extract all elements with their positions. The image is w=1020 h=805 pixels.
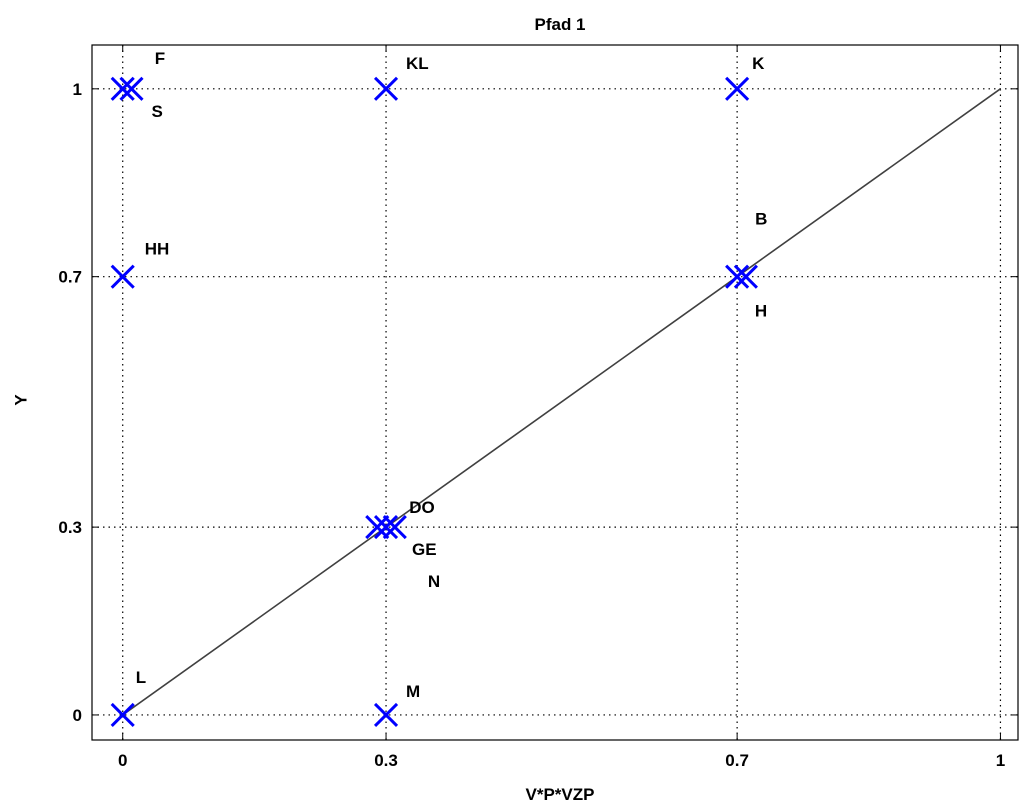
marker-stroke [373,515,399,540]
y-tick-label: 0 [73,706,82,725]
data-point-label: F [155,49,165,68]
data-point-label: M [406,682,420,701]
chart-title: Pfad 1 [534,15,585,34]
data-point-marker [110,264,135,289]
x-tick-label: 0 [118,751,127,770]
marker-stroke [373,702,399,728]
reference-line [122,88,1001,716]
data-point-label: B [755,210,767,229]
data-point-marker [382,515,407,540]
data-points [110,76,758,728]
data-point-marker [373,702,399,728]
data-point-marker [373,515,399,540]
marker-stroke [373,76,399,101]
y-axis-label: Y [11,394,30,406]
marker-stroke [733,264,758,289]
y-tick-label: 1 [73,80,82,99]
x-tick-label: 1 [996,751,1005,770]
data-point-marker [373,76,399,101]
reference-line-group [122,88,1001,716]
y-tick-label: 0.7 [58,268,82,287]
grid-lines [92,45,1018,740]
data-point-label: HH [145,240,170,259]
plot-frame [91,44,1019,741]
x-axis-label: V*P*VZP [526,785,595,804]
data-point-marker [119,76,144,101]
data-point-marker [110,702,135,728]
data-point-label: GE [412,540,437,559]
marker-stroke [119,76,144,101]
x-tick-label: 0.3 [374,751,398,770]
marker-stroke [365,515,390,540]
data-point-marker [725,76,750,101]
marker-stroke [110,264,135,289]
marker-stroke [110,702,135,728]
marker-stroke [382,515,407,540]
data-point-labels: F S KL K HH B H DO GE N L M [136,49,768,701]
data-point-label: H [755,302,767,321]
data-point-label: N [428,572,440,591]
data-point-marker [365,515,390,540]
marker-stroke [725,264,750,289]
data-point-marker [733,264,758,289]
data-point-label: DO [409,498,435,517]
marker-stroke [110,76,135,101]
data-point-marker [725,264,750,289]
data-point-label: L [136,668,146,687]
x-tick-label: 0.7 [725,751,749,770]
data-point-label: K [752,54,765,73]
data-point-label: KL [406,54,429,73]
marker-stroke [725,76,750,101]
y-tick-label: 0.3 [58,518,82,537]
data-point-marker [110,76,135,101]
axes: 0 0.3 0.7 1 0 0.3 0.7 1 [58,44,1019,770]
data-point-label: S [151,102,162,121]
